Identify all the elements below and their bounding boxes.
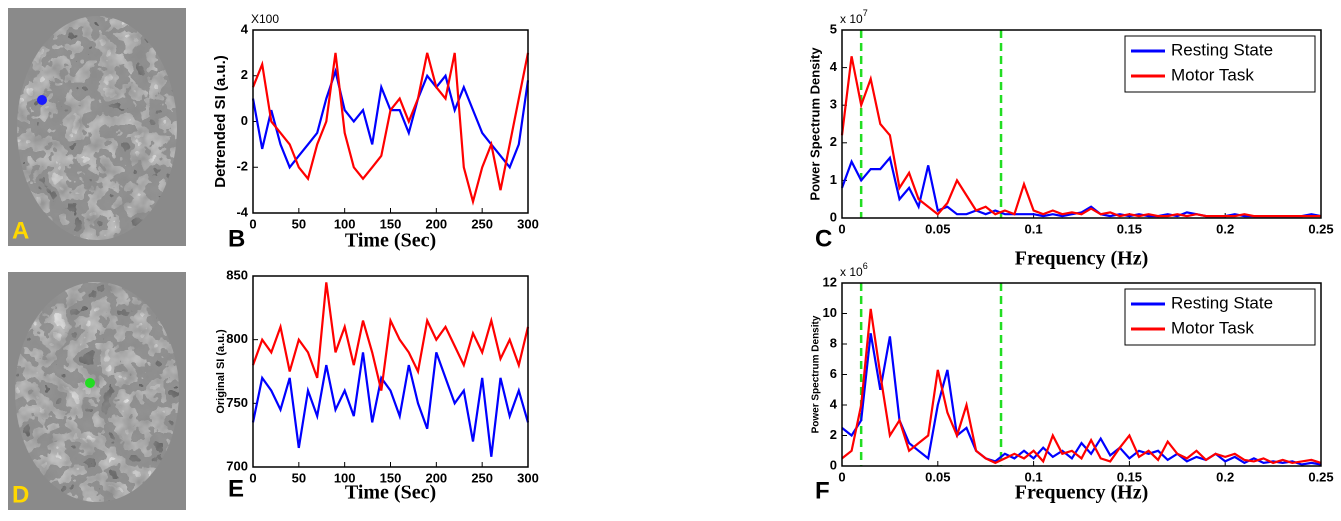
panel-label: B	[228, 225, 245, 252]
x-tick-label: 100	[334, 470, 356, 485]
x-tick-label: 0	[249, 216, 256, 231]
y-tick-label: -4	[236, 204, 248, 219]
legend-box	[1124, 288, 1316, 346]
axis-scale-label: x 107	[840, 8, 868, 26]
axis-scale-exponent: 6	[863, 261, 868, 271]
x-tick-label: 100	[334, 216, 356, 231]
y-tick-label: 0	[241, 113, 248, 128]
panel-label: E	[228, 475, 244, 502]
data-line	[841, 308, 1322, 465]
axis-scale-label: X100	[251, 12, 279, 26]
y-tick-label: 850	[226, 267, 248, 282]
legend-label: Motor Task	[1171, 65, 1254, 84]
x-axis-label: Frequency (Hz)	[1015, 482, 1149, 504]
y-tick-label: -2	[236, 159, 248, 174]
x-tick-label: 0.1	[1025, 469, 1043, 484]
y-tick-label: 800	[226, 331, 248, 346]
x-axis-label: Time (Sec)	[345, 230, 436, 252]
y-axis-label: Original SI (a.u.)	[215, 329, 227, 414]
axis-scale-label: x 106	[840, 261, 868, 279]
legend-label: Resting State	[1171, 293, 1273, 312]
y-tick-label: 8	[830, 335, 837, 350]
data-line	[251, 282, 530, 391]
x-tick-label: 300	[517, 216, 539, 231]
y-axis-label: Detrended SI (a.u.)	[212, 55, 229, 188]
x-tick-label: 0.05	[925, 469, 950, 484]
y-tick-label: 6	[830, 366, 837, 381]
x-tick-label: 0.15	[1117, 221, 1142, 236]
y-tick-label: 700	[226, 458, 248, 473]
y-axis-label: Power Spectrum Density	[807, 47, 822, 201]
y-tick-label: 4	[241, 21, 249, 36]
y-tick-label: 1	[830, 172, 837, 187]
x-tick-label: 0	[838, 469, 845, 484]
y-tick-label: 5	[830, 21, 837, 36]
y-tick-label: 10	[823, 305, 837, 320]
data-line	[841, 333, 1322, 466]
roi-marker	[85, 378, 95, 388]
axis-scale-exponent: 7	[863, 8, 868, 18]
data-line	[251, 352, 530, 457]
plot-area	[253, 30, 528, 213]
data-line	[251, 52, 530, 206]
legend-label: Motor Task	[1171, 318, 1254, 337]
x-tick-label: 0.25	[1308, 221, 1333, 236]
x-tick-label: 0.1	[1025, 221, 1043, 236]
legend-label: Resting State	[1171, 40, 1273, 59]
plot-frame	[841, 282, 1322, 467]
y-tick-label: 750	[226, 395, 248, 410]
x-tick-label: 300	[517, 470, 539, 485]
x-axis-label: Time (Sec)	[345, 482, 436, 504]
data-line	[840, 56, 1321, 218]
panel-label: C	[815, 225, 832, 252]
y-tick-label: 2	[241, 67, 248, 82]
image-d-brain	[15, 282, 179, 502]
legend-box	[1124, 35, 1316, 93]
x-tick-label: 50	[292, 470, 306, 485]
y-tick-label: 0	[830, 209, 837, 224]
x-tick-label: 0.2	[1216, 469, 1234, 484]
roi-marker	[37, 95, 47, 105]
y-tick-label: 12	[823, 274, 837, 289]
panel-label: D	[12, 481, 29, 508]
x-tick-label: 0.05	[925, 221, 950, 236]
x-tick-label: 250	[471, 470, 493, 485]
x-tick-label: 0.2	[1216, 221, 1234, 236]
x-tick-label: 50	[292, 216, 306, 231]
plot-frame	[252, 29, 529, 214]
x-tick-label: 0.25	[1308, 469, 1333, 484]
x-tick-label: 200	[425, 470, 447, 485]
y-tick-label: 4	[830, 396, 838, 411]
panel-label: A	[12, 217, 29, 244]
plot-frame	[841, 29, 1322, 219]
y-axis-label: Power Spectrum Density	[811, 315, 822, 433]
x-tick-label: 150	[380, 470, 402, 485]
y-tick-label: 2	[830, 427, 837, 442]
x-tick-label: 0	[838, 221, 845, 236]
y-tick-label: 0	[830, 457, 837, 472]
x-tick-label: 0	[249, 470, 256, 485]
x-tick-label: 250	[471, 216, 493, 231]
x-axis-label: Frequency (Hz)	[1015, 248, 1149, 270]
plot-area	[253, 276, 528, 467]
plot-frame	[252, 275, 529, 468]
panel-label: F	[815, 477, 830, 504]
x-tick-label: 150	[380, 216, 402, 231]
y-tick-label: 3	[830, 97, 837, 112]
y-tick-label: 4	[830, 59, 838, 74]
x-tick-label: 0.15	[1117, 469, 1142, 484]
image-a-brain	[17, 16, 177, 240]
x-tick-label: 200	[425, 216, 447, 231]
y-tick-label: 2	[830, 134, 837, 149]
